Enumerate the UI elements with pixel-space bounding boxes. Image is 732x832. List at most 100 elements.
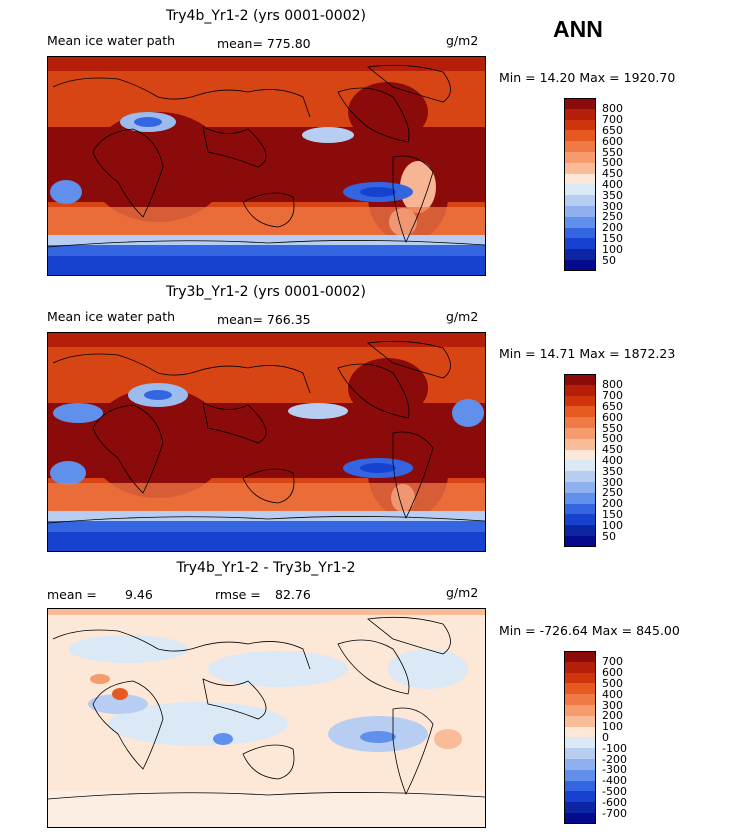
colorbar-tick-label: -300 — [602, 763, 627, 777]
colorbar-swatch — [564, 417, 596, 429]
colorbar-swatch — [564, 683, 596, 695]
colorbar-swatch — [564, 206, 596, 218]
colorbar-tick-label: 650 — [602, 123, 623, 137]
panel-3-map-field — [48, 609, 485, 827]
panel-3-rmse-label: rmse = — [215, 587, 261, 602]
colorbar-swatch — [564, 162, 596, 175]
season-label: ANN — [553, 16, 603, 42]
colorbar-swatch — [564, 705, 596, 717]
colorbar-swatch — [564, 536, 596, 548]
colorbar-tick-label: 100 — [602, 518, 623, 532]
colorbar-tick-label: -200 — [602, 752, 627, 766]
colorbar-tick-label: 50 — [602, 253, 616, 267]
colorbar-tick-label: 150 — [602, 231, 623, 245]
colorbar-tick-label: 500 — [602, 156, 623, 170]
colorbar-swatch — [564, 715, 596, 728]
colorbar-swatch — [564, 216, 596, 229]
panel-3-range: Min = -726.64 Max = 845.00 — [499, 623, 680, 638]
colorbar-tick-label: -100 — [602, 741, 627, 755]
colorbar-tick-label: 0 — [602, 730, 609, 744]
panel-1-title: Try4b_Yr1-2 (yrs 0001-0002) — [166, 8, 366, 24]
panel-2-units: g/m2 — [446, 309, 479, 324]
colorbar-swatch — [564, 438, 596, 451]
colorbar-swatch — [564, 726, 596, 738]
colorbar-tick-label: 100 — [602, 242, 623, 256]
colorbar-tick-label: 450 — [602, 167, 623, 181]
colorbar-tick-label: 400 — [602, 177, 623, 191]
colorbar-tick-label: 400 — [602, 453, 623, 467]
colorbar-swatch — [564, 460, 596, 472]
panel-3-units: g/m2 — [446, 585, 479, 600]
colorbar-swatch — [564, 238, 596, 250]
colorbar-tick-label: 200 — [602, 709, 623, 723]
colorbar-swatch — [564, 525, 596, 537]
panel-1-map-field — [48, 57, 485, 275]
panel-2-map-field — [48, 333, 485, 551]
colorbar-tick-label: 100 — [602, 720, 623, 734]
panel-2-range: Min = 14.71 Max = 1872.23 — [499, 346, 676, 361]
colorbar-swatch — [564, 141, 596, 153]
panel-3-map — [47, 608, 486, 828]
colorbar-tick-label: 550 — [602, 145, 623, 159]
colorbar-tick-label: 200 — [602, 497, 623, 511]
panel-2-title: Try3b_Yr1-2 (yrs 0001-0002) — [166, 284, 366, 300]
colorbar-tick-label: 700 — [602, 113, 623, 127]
colorbar-swatch — [564, 374, 596, 386]
colorbar-swatch — [564, 249, 596, 261]
colorbar-swatch — [564, 260, 596, 272]
colorbar-swatch — [564, 759, 596, 771]
colorbar-swatch — [564, 98, 596, 110]
colorbar-tick-label: 300 — [602, 199, 623, 213]
colorbar-tick-label: 550 — [602, 421, 623, 435]
colorbar-swatch — [564, 769, 596, 782]
colorbar-swatch — [564, 395, 596, 407]
colorbar-swatch — [564, 503, 596, 515]
colorbar-tick-label: 600 — [602, 134, 623, 148]
panel-3-title: Try4b_Yr1-2 - Try3b_Yr1-2 — [176, 560, 356, 576]
colorbar-swatch — [564, 813, 596, 825]
colorbar-tick-label: 350 — [602, 464, 623, 478]
colorbar-swatch — [564, 791, 596, 803]
colorbar-swatch — [564, 152, 596, 164]
colorbar-swatch — [564, 108, 596, 121]
colorbar-tick-label: 300 — [602, 698, 623, 712]
colorbar-swatch — [564, 384, 596, 397]
colorbar-tick-label: 600 — [602, 666, 623, 680]
colorbar-tick-label: -500 — [602, 784, 627, 798]
panel-1-map — [47, 56, 486, 276]
colorbar-tick-label: 300 — [602, 475, 623, 489]
colorbar-tick-label: 200 — [602, 221, 623, 235]
colorbar-swatch — [564, 694, 596, 706]
colorbar-swatch — [564, 130, 596, 142]
panel-1-units: g/m2 — [446, 33, 479, 48]
colorbar-swatch — [564, 471, 596, 483]
colorbar-tick-label: 350 — [602, 188, 623, 202]
colorbar-tick-label: 450 — [602, 443, 623, 457]
colorbar-tick-label: 50 — [602, 529, 616, 543]
colorbar-swatch — [564, 802, 596, 814]
colorbar-swatch — [564, 184, 596, 196]
panel-2-map — [47, 332, 486, 552]
colorbar-swatch — [564, 482, 596, 494]
colorbar-tick-label: 500 — [602, 432, 623, 446]
colorbar-tick-label: 400 — [602, 687, 623, 701]
colorbar-swatch — [564, 449, 596, 461]
colorbar-tick-label: 700 — [602, 389, 623, 403]
colorbar-swatch — [564, 428, 596, 440]
panel-1-mean: mean= 775.80 — [217, 36, 311, 51]
colorbar-tick-label: 500 — [602, 676, 623, 690]
colorbar-swatch — [564, 780, 596, 792]
colorbar-tick-label: -400 — [602, 774, 627, 788]
colorbar-tick-label: 650 — [602, 399, 623, 413]
colorbar-tick-label: 150 — [602, 507, 623, 521]
colorbar-tick-label: 800 — [602, 102, 623, 116]
colorbar-swatch — [564, 173, 596, 185]
panel-2-subtitle: Mean ice water path — [47, 309, 176, 324]
colorbar-swatch — [564, 651, 596, 663]
colorbar-tick-label: 600 — [602, 410, 623, 424]
panel-2-mean: mean= 766.35 — [217, 312, 311, 327]
colorbar-tick-label: 800 — [602, 378, 623, 392]
panel-1-subtitle: Mean ice water path — [47, 33, 176, 48]
panel-3-mean-value: 9.46 — [125, 587, 153, 602]
colorbar-swatch — [564, 492, 596, 505]
